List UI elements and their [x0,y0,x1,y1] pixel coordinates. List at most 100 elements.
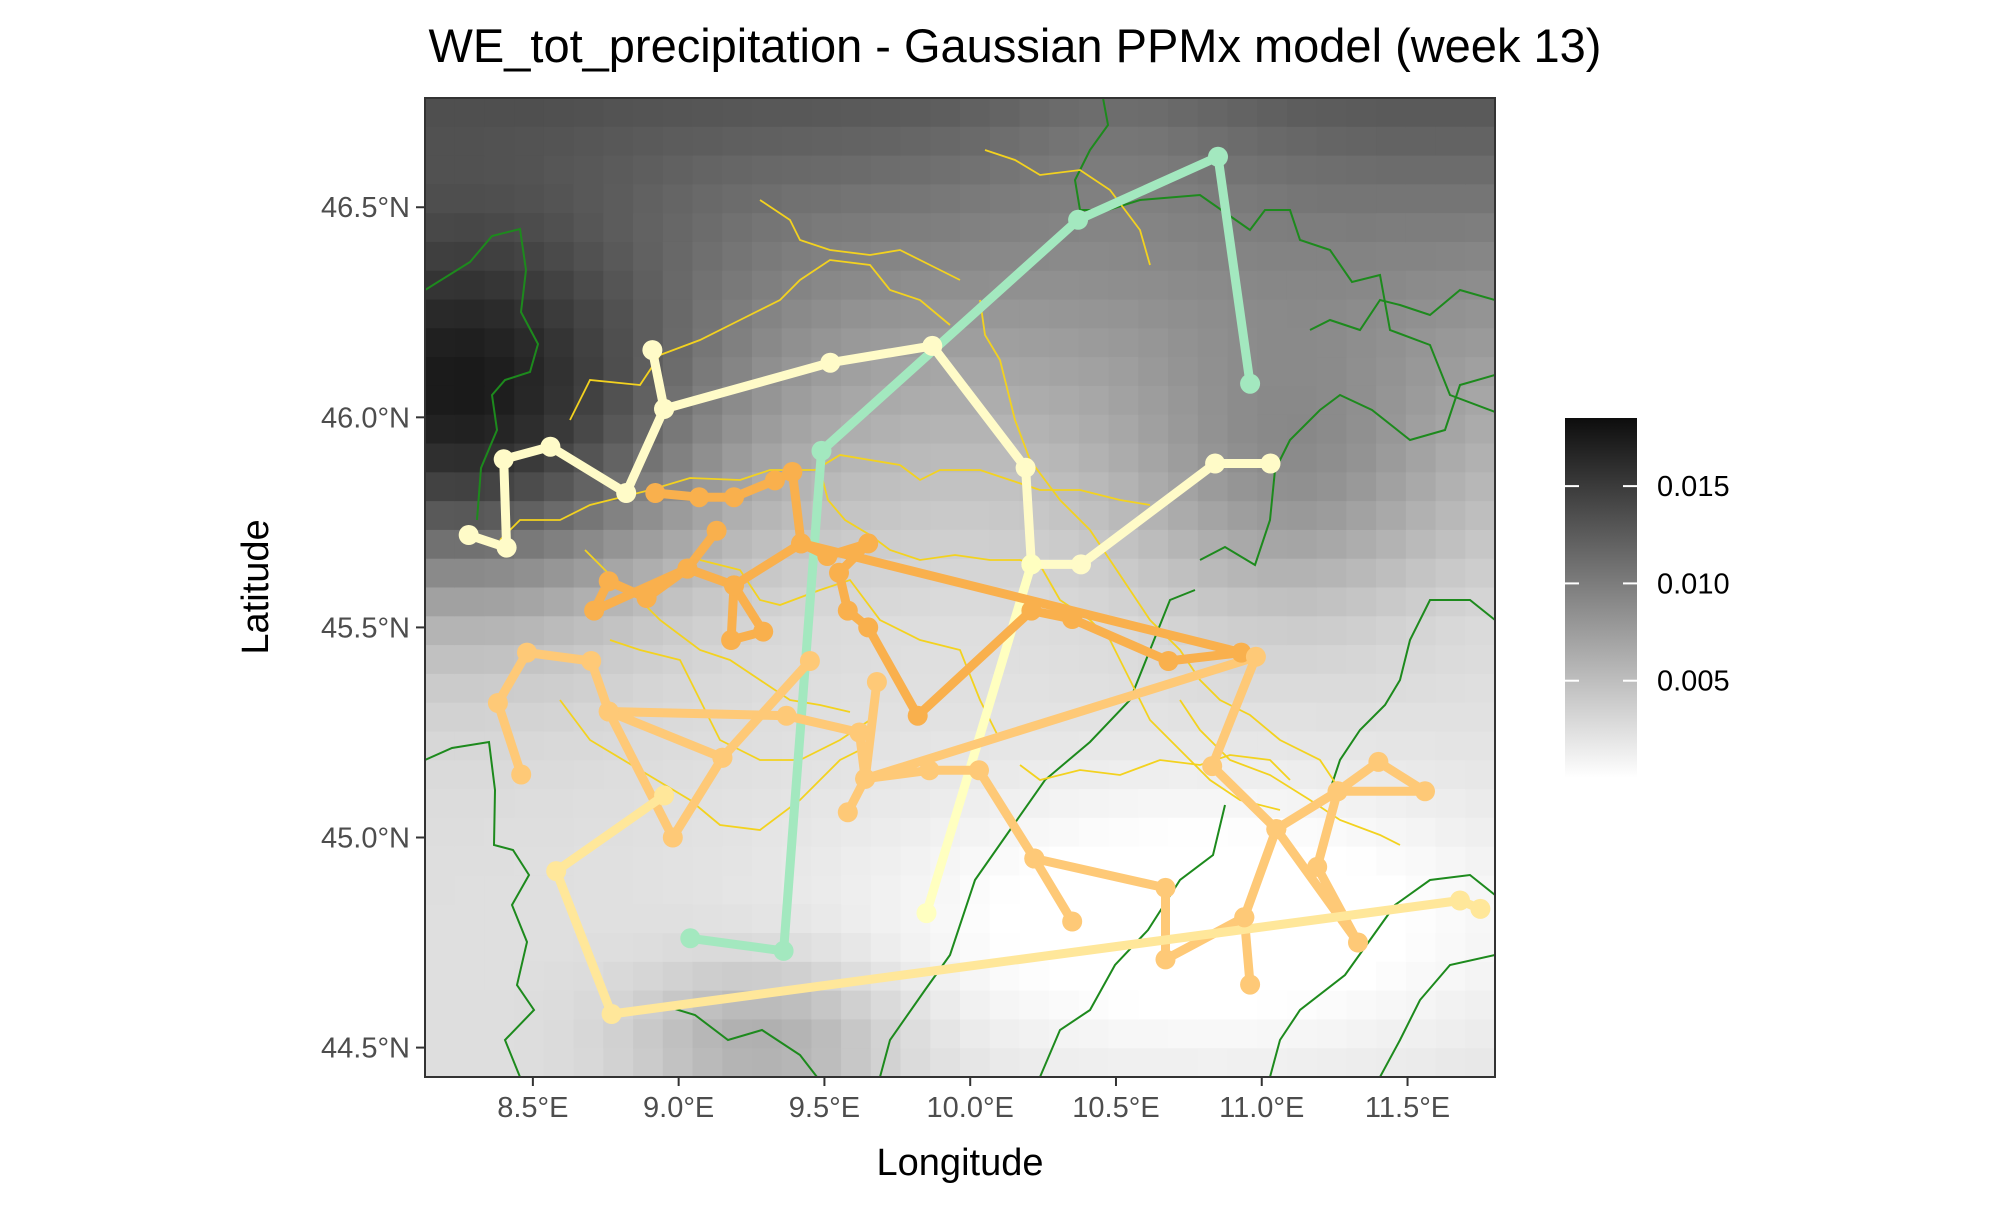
raster-cell [930,213,961,243]
raster-cell [960,184,991,214]
raster-cell [989,184,1021,214]
raster-cell [1138,443,1169,473]
raster-cell [1286,587,1318,617]
y-tick-label: 44.5°N [321,1033,410,1065]
raster-cell [1435,645,1466,675]
raster-cell [514,616,545,646]
station-point [517,642,537,663]
raster-cell [573,213,604,243]
raster-cell [1168,270,1199,301]
station-point [753,621,774,642]
raster-cell [484,645,515,675]
raster-cell [1435,558,1466,589]
raster-cell [603,1048,634,1077]
raster-cell [1316,1048,1347,1077]
raster-cell [692,817,723,848]
raster-cell [1108,961,1139,992]
raster-cell [1465,213,1495,243]
raster-cell [1078,357,1110,387]
raster-cell [900,443,931,473]
station-point [773,940,794,961]
raster-cell [989,529,1021,560]
raster-cell [960,817,991,848]
raster-cell [811,587,842,617]
raster-cell [514,126,545,157]
raster-cell [1197,270,1229,301]
raster-cell [989,702,1021,733]
station-point [1260,453,1281,474]
raster-cell [573,98,604,128]
raster-cell [751,213,783,243]
raster-cell [1346,126,1377,157]
raster-cell [1316,645,1347,675]
raster-cell [425,961,456,992]
raster-cell [1078,472,1110,502]
y-tick-label: 46.0°N [321,402,410,434]
raster-cell [1376,673,1407,704]
raster-cell [1168,904,1199,934]
raster-cell [692,587,723,617]
raster-cell [1108,731,1139,761]
raster-cell [1465,817,1495,848]
raster-cell [454,817,486,848]
raster-cell [514,789,545,819]
raster-cell [1286,702,1318,733]
station-point [677,558,698,579]
raster-cell [633,155,664,185]
raster-cell [1376,501,1407,531]
raster-cell [930,645,961,675]
raster-cell [514,270,545,301]
raster-cell [870,846,902,877]
raster-cell [484,846,515,877]
raster-cell [1405,443,1437,473]
raster-cell [1078,241,1110,272]
raster-cell [1049,98,1080,128]
raster-cell [1316,357,1347,387]
colorbar-tick-label: 0.005 [1657,666,1730,698]
raster-cell [1465,184,1495,214]
y-tick-label: 45.5°N [321,612,410,644]
raster-cell [1049,443,1080,473]
raster-cell [1138,328,1169,358]
raster-cell [989,213,1021,243]
raster-cell [870,933,902,963]
raster-cell [1049,961,1080,992]
station-point [858,617,879,638]
raster-cell [1405,357,1437,387]
raster-cell [1138,789,1169,819]
raster-cell [1286,155,1318,185]
raster-cell [662,1019,694,1049]
raster-cell [484,990,515,1021]
station-point [581,651,602,671]
raster-cell [425,357,456,387]
raster-cell [1435,501,1466,531]
raster-cell [692,673,723,704]
raster-cell [1168,990,1199,1021]
province-border [499,454,901,541]
raster-cell [633,616,664,646]
raster-cell [1346,184,1377,214]
raster-cell [900,184,931,214]
raster-cell [930,587,961,617]
raster-cell [1405,213,1437,243]
raster-cell [960,616,991,646]
raster-cell [1049,126,1080,157]
raster-cell [1346,1048,1377,1077]
raster-cell [662,587,694,617]
raster-cell [1049,645,1080,675]
raster-cell [1405,846,1437,877]
raster-cell [484,933,515,963]
raster-cell [454,357,486,387]
country-border [1329,599,1495,791]
raster-cell [514,1019,545,1049]
station-point [1205,453,1226,474]
raster-cell [722,789,753,819]
raster-cell [543,1019,575,1049]
raster-cell [1197,529,1229,560]
raster-cell [633,184,664,214]
raster-cell [1435,587,1466,617]
raster-cell [662,328,694,358]
raster-cell [1049,184,1080,214]
raster-cell [603,933,634,963]
raster-cell [811,789,842,819]
